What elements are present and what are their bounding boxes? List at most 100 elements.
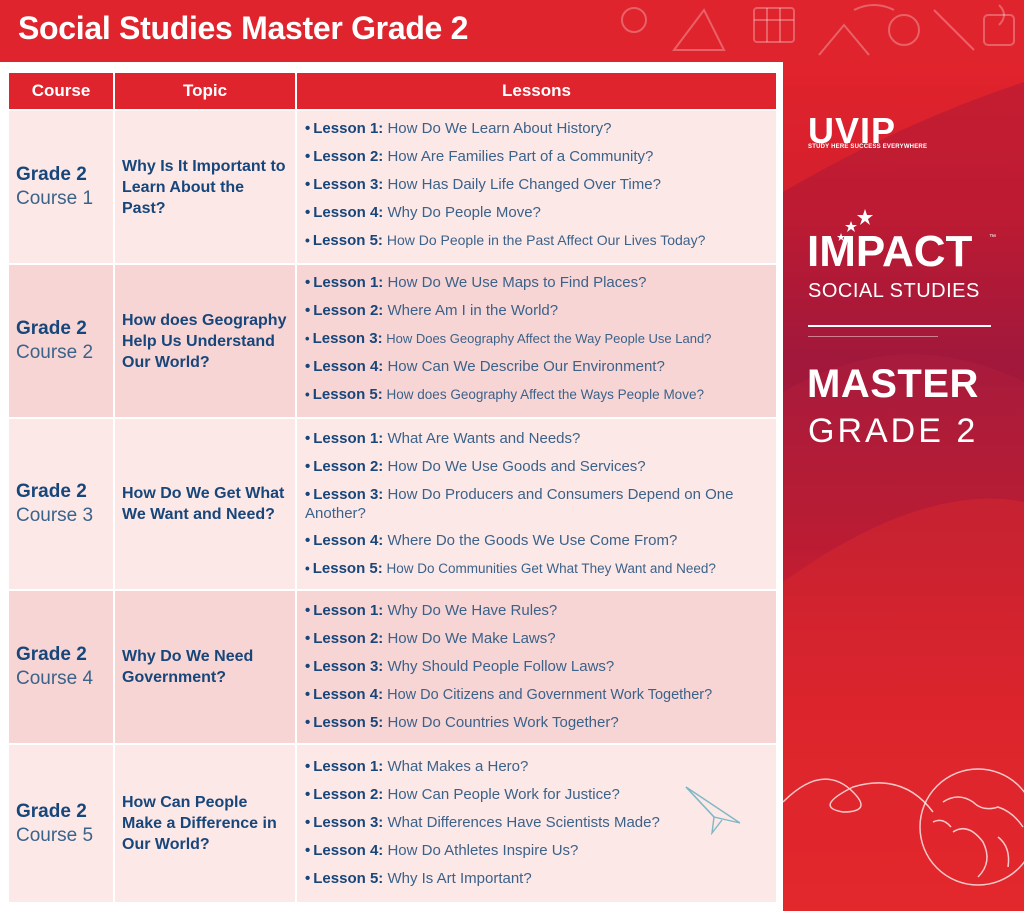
lessons-cell: • Lesson 1: Why Do We Have Rules? • Lesson… (297, 591, 776, 743)
bullet-icon: • (305, 302, 311, 319)
lessons-cell: • Lesson 1: How Do We Use Maps to Find Pl… (297, 265, 776, 417)
bullet-icon: • (305, 176, 311, 193)
lesson-item: • Lesson 4: Where Do the Goods We Use Com… (305, 532, 678, 549)
course-label: Course 4 (16, 668, 94, 689)
course-label: Course 1 (16, 188, 94, 209)
grade-title: GRADE 2 (808, 412, 979, 450)
product-logo: IMPACT (807, 227, 973, 276)
lesson-item: • Lesson 1: What Are Wants and Needs? (305, 430, 581, 447)
lesson-item: • Lesson 5: How Do Countries Work Togethe… (305, 714, 619, 731)
bullet-icon: • (305, 687, 311, 703)
bullet-icon: • (305, 387, 310, 402)
table-row: Grade 2 Course 1 Why Is It Important to … (9, 111, 776, 263)
bullet-icon: • (305, 602, 311, 619)
bullet-icon: • (305, 786, 311, 803)
bullet-icon: • (305, 658, 311, 675)
bullet-icon: • (305, 561, 310, 576)
bullet-icon: • (305, 148, 311, 165)
lesson-item: • Lesson 4: How Can We Describe Our Envir… (305, 358, 665, 375)
course-cell: Grade 2 Course 2 (9, 265, 113, 417)
lesson-item: • Lesson 2: How Do We Make Laws? (305, 630, 556, 647)
topic-text: Why Is It Important to Learn About the P… (122, 157, 286, 217)
topic-text: Why Do We Need Government? (122, 648, 254, 686)
header-banner: Social Studies Master Grade 2 (0, 0, 1024, 62)
column-header-course: Course (9, 73, 113, 109)
stars-icon (837, 209, 873, 241)
topic-cell: How Do We Get What We Want and Need? (115, 419, 295, 589)
bullet-icon: • (305, 204, 311, 221)
topic-text: How does Geography Help Us Understand Ou… (122, 311, 287, 371)
lesson-item: • Lesson 4: How Do Athletes Inspire Us? (305, 842, 579, 859)
bullet-icon: • (305, 331, 310, 346)
table-row: Grade 2 Course 2 How does Geography Help… (9, 265, 776, 417)
course-label: Course 5 (16, 824, 94, 846)
lesson-item: • Lesson 1: What Makes a Hero? (305, 758, 529, 775)
brand-tagline: STUDY HERE SUCCESS EVERYWHERE (808, 144, 928, 150)
course-cell: Grade 2 Course 5 (9, 745, 113, 902)
bullet-icon: • (305, 714, 311, 731)
trademark: ™ (989, 234, 996, 241)
level-title: MASTER (807, 362, 979, 406)
product-subtitle: SOCIAL STUDIES (808, 280, 980, 302)
lessons-cell: • Lesson 1: What Makes a Hero? • Lesson 2:… (297, 745, 776, 902)
bullet-icon: • (305, 814, 311, 831)
lesson-item: • Lesson 3: How Do Producers and Consumer… (305, 486, 734, 522)
course-table: Course Topic Lessons Grade 2 Course 1 Wh… (9, 73, 776, 902)
topic-cell: How Can People Make a Difference in Our … (115, 745, 295, 902)
topic-text: How Can People Make a Difference in Our … (122, 794, 277, 853)
bullet-icon: • (305, 630, 311, 647)
topic-cell: How does Geography Help Us Understand Ou… (115, 265, 295, 417)
course-label: Course 2 (16, 342, 94, 363)
lesson-item: • Lesson 5: How Do People in the Past Aff… (305, 232, 706, 249)
topic-cell: Why Is It Important to Learn About the P… (115, 111, 295, 263)
grade-label: Grade 2 (16, 481, 87, 502)
background-swoosh (783, 82, 1024, 911)
table-header: Course Topic Lessons (9, 73, 776, 109)
course-cell: Grade 2 Course 3 (9, 419, 113, 589)
bullet-icon: • (305, 486, 311, 503)
column-header-topic: Topic (115, 73, 295, 109)
lesson-item: • Lesson 3: How Has Daily Life Changed Ov… (305, 176, 661, 193)
divider (808, 325, 991, 327)
grade-label: Grade 2 (16, 644, 87, 665)
bullet-icon: • (305, 842, 311, 859)
table-row: Grade 2 Course 3 How Do We Get What We W… (9, 419, 776, 589)
bullet-icon: • (305, 758, 311, 775)
lesson-item: • Lesson 1: Why Do We Have Rules? (305, 602, 558, 619)
lesson-item: • Lesson 3: What Differences Have Scienti… (305, 814, 660, 831)
bullet-icon: • (305, 430, 311, 447)
course-label: Course 3 (16, 505, 94, 526)
lesson-item: • Lesson 1: How Do We Use Maps to Find Pl… (305, 274, 647, 291)
lesson-item: • Lesson 3: Why Should People Follow Laws… (305, 658, 615, 675)
lesson-item: • Lesson 3: How Does Geography Affect the… (305, 330, 712, 347)
grade-label: Grade 2 (16, 318, 87, 339)
grade-label: Grade 2 (16, 800, 87, 822)
bullet-icon: • (305, 232, 310, 248)
lesson-item: • Lesson 4: Why Do People Move? (305, 204, 541, 221)
lesson-item: • Lesson 2: How Are Families Part of a Co… (305, 148, 654, 165)
bullet-icon: • (305, 870, 311, 887)
lesson-item: • Lesson 1: How Do We Learn About History… (305, 120, 612, 137)
table-row: Grade 2 Course 5 How Can People Make a D… (9, 745, 776, 902)
topic-text: How Do We Get What We Want and Need? (122, 485, 285, 523)
lessons-cell: • Lesson 1: How Do We Learn About History… (297, 111, 776, 263)
globe-icon (783, 768, 1024, 886)
brand-panel: UVIP STUDY HERE SUCCESS EVERYWHERE IMPAC… (783, 62, 1024, 911)
bullet-icon: • (305, 532, 311, 549)
bullet-icon: • (305, 358, 311, 375)
grade-label: Grade 2 (16, 164, 87, 185)
topic-cell: Why Do We Need Government? (115, 591, 295, 743)
course-cell: Grade 2 Course 4 (9, 591, 113, 743)
lesson-item: • Lesson 2: How Do We Use Goods and Servi… (305, 458, 646, 475)
brand-logo: UVIP (808, 110, 897, 151)
lessons-cell: • Lesson 1: What Are Wants and Needs? • Le… (297, 419, 776, 589)
school-doodles-icon (621, 4, 1015, 56)
lesson-item: • Lesson 5: Why Is Art Important? (305, 870, 532, 887)
divider (808, 336, 938, 337)
lesson-item: • Lesson 2: Where Am I in the World? (305, 302, 559, 319)
table-row: Grade 2 Course 4 Why Do We Need Governme… (9, 591, 776, 743)
lesson-item: • Lesson 4: How Do Citizens and Governmen… (305, 686, 713, 703)
lesson-item: • Lesson 5: How Do Communities Get What T… (305, 560, 716, 577)
bullet-icon: • (305, 458, 311, 475)
column-header-lessons: Lessons (297, 73, 776, 109)
